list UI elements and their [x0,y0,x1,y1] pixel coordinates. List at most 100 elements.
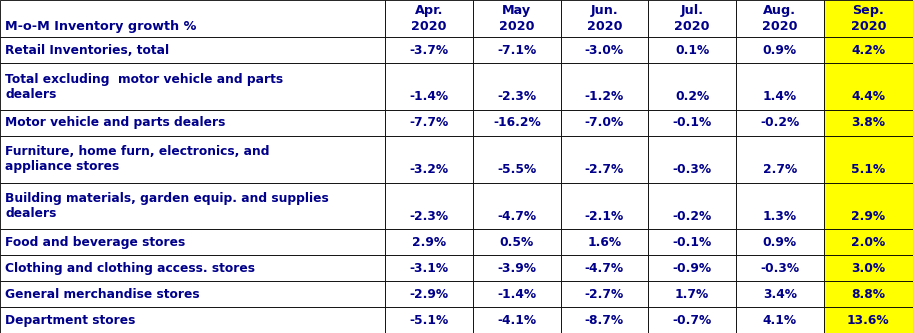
Bar [0,307,385,333]
Bar [473,281,561,307]
Bar [736,229,824,255]
Bar [0,182,385,229]
Text: -2.9%: -2.9% [410,288,448,301]
Bar [736,255,824,281]
Bar [648,307,736,333]
Bar [736,37,824,63]
Bar [824,110,913,136]
Bar [648,37,736,63]
Text: Clothing and clothing access. stores: Clothing and clothing access. stores [5,262,256,275]
Text: 0.5%: 0.5% [499,236,534,249]
Bar [561,281,648,307]
Text: Furniture, home furn, electronics, and
appliance stores: Furniture, home furn, electronics, and a… [5,145,270,173]
Bar [648,0,736,37]
Text: Food and beverage stores: Food and beverage stores [5,236,185,249]
Text: -5.5%: -5.5% [498,163,536,176]
Text: -4.7%: -4.7% [498,210,536,223]
Text: -3.1%: -3.1% [410,262,448,275]
Bar [0,37,385,63]
Text: -0.2%: -0.2% [761,117,799,130]
Bar [385,110,473,136]
Text: 2.0%: 2.0% [851,236,886,249]
Bar [824,63,913,110]
Bar [561,255,648,281]
Text: Department stores: Department stores [5,314,136,327]
Text: -4.7%: -4.7% [585,262,624,275]
Text: -2.7%: -2.7% [585,163,624,176]
Text: -8.7%: -8.7% [585,314,624,327]
Text: -3.0%: -3.0% [585,44,624,57]
Bar [473,182,561,229]
Text: -1.4%: -1.4% [498,288,536,301]
Text: Retail Inventories, total: Retail Inventories, total [5,44,170,57]
Bar [385,63,473,110]
Text: 4.4%: 4.4% [851,90,886,103]
Text: Sep.
2020: Sep. 2020 [851,4,886,33]
Text: 1.3%: 1.3% [762,210,797,223]
Text: -3.7%: -3.7% [410,44,448,57]
Text: -2.1%: -2.1% [585,210,624,223]
Bar [736,182,824,229]
Bar [824,182,913,229]
Text: -0.3%: -0.3% [761,262,799,275]
Text: Jun.
2020: Jun. 2020 [587,4,622,33]
Bar [0,255,385,281]
Text: -2.3%: -2.3% [498,90,536,103]
Bar [648,110,736,136]
Bar [648,63,736,110]
Bar [824,255,913,281]
Bar [0,110,385,136]
Text: Apr.
2020: Apr. 2020 [412,4,446,33]
Text: 0.2%: 0.2% [675,90,709,103]
Text: 0.9%: 0.9% [762,236,797,249]
Text: -0.9%: -0.9% [673,262,711,275]
Text: 13.6%: 13.6% [847,314,889,327]
Bar [385,281,473,307]
Text: -7.1%: -7.1% [498,44,536,57]
Text: Jul.
2020: Jul. 2020 [675,4,709,33]
Bar [648,136,736,182]
Text: -0.1%: -0.1% [673,117,711,130]
Bar [0,63,385,110]
Text: 3.8%: 3.8% [851,117,886,130]
Text: 3.4%: 3.4% [762,288,797,301]
Bar [385,255,473,281]
Bar [648,255,736,281]
Bar [561,110,648,136]
Bar [473,0,561,37]
Bar [561,229,648,255]
Bar [561,37,648,63]
Bar [473,255,561,281]
Text: 8.8%: 8.8% [851,288,886,301]
Text: Aug.
2020: Aug. 2020 [762,4,797,33]
Text: 1.7%: 1.7% [675,288,709,301]
Text: 2.9%: 2.9% [412,236,446,249]
Text: -1.4%: -1.4% [410,90,448,103]
Bar [385,229,473,255]
Bar [561,136,648,182]
Text: 2.9%: 2.9% [851,210,886,223]
Bar [736,63,824,110]
Text: 0.9%: 0.9% [762,44,797,57]
Text: Motor vehicle and parts dealers: Motor vehicle and parts dealers [5,117,226,130]
Bar [473,110,561,136]
Text: 2.7%: 2.7% [762,163,797,176]
Bar [736,281,824,307]
Bar [473,136,561,182]
Text: -3.2%: -3.2% [410,163,448,176]
Bar [0,0,385,37]
Text: -0.7%: -0.7% [673,314,711,327]
Bar [824,0,913,37]
Bar [824,281,913,307]
Bar [385,136,473,182]
Text: -7.0%: -7.0% [585,117,624,130]
Bar [736,307,824,333]
Bar [824,136,913,182]
Bar [0,281,385,307]
Text: -0.3%: -0.3% [673,163,711,176]
Bar [473,229,561,255]
Bar [385,182,473,229]
Text: 5.1%: 5.1% [851,163,886,176]
Bar [0,229,385,255]
Bar [0,136,385,182]
